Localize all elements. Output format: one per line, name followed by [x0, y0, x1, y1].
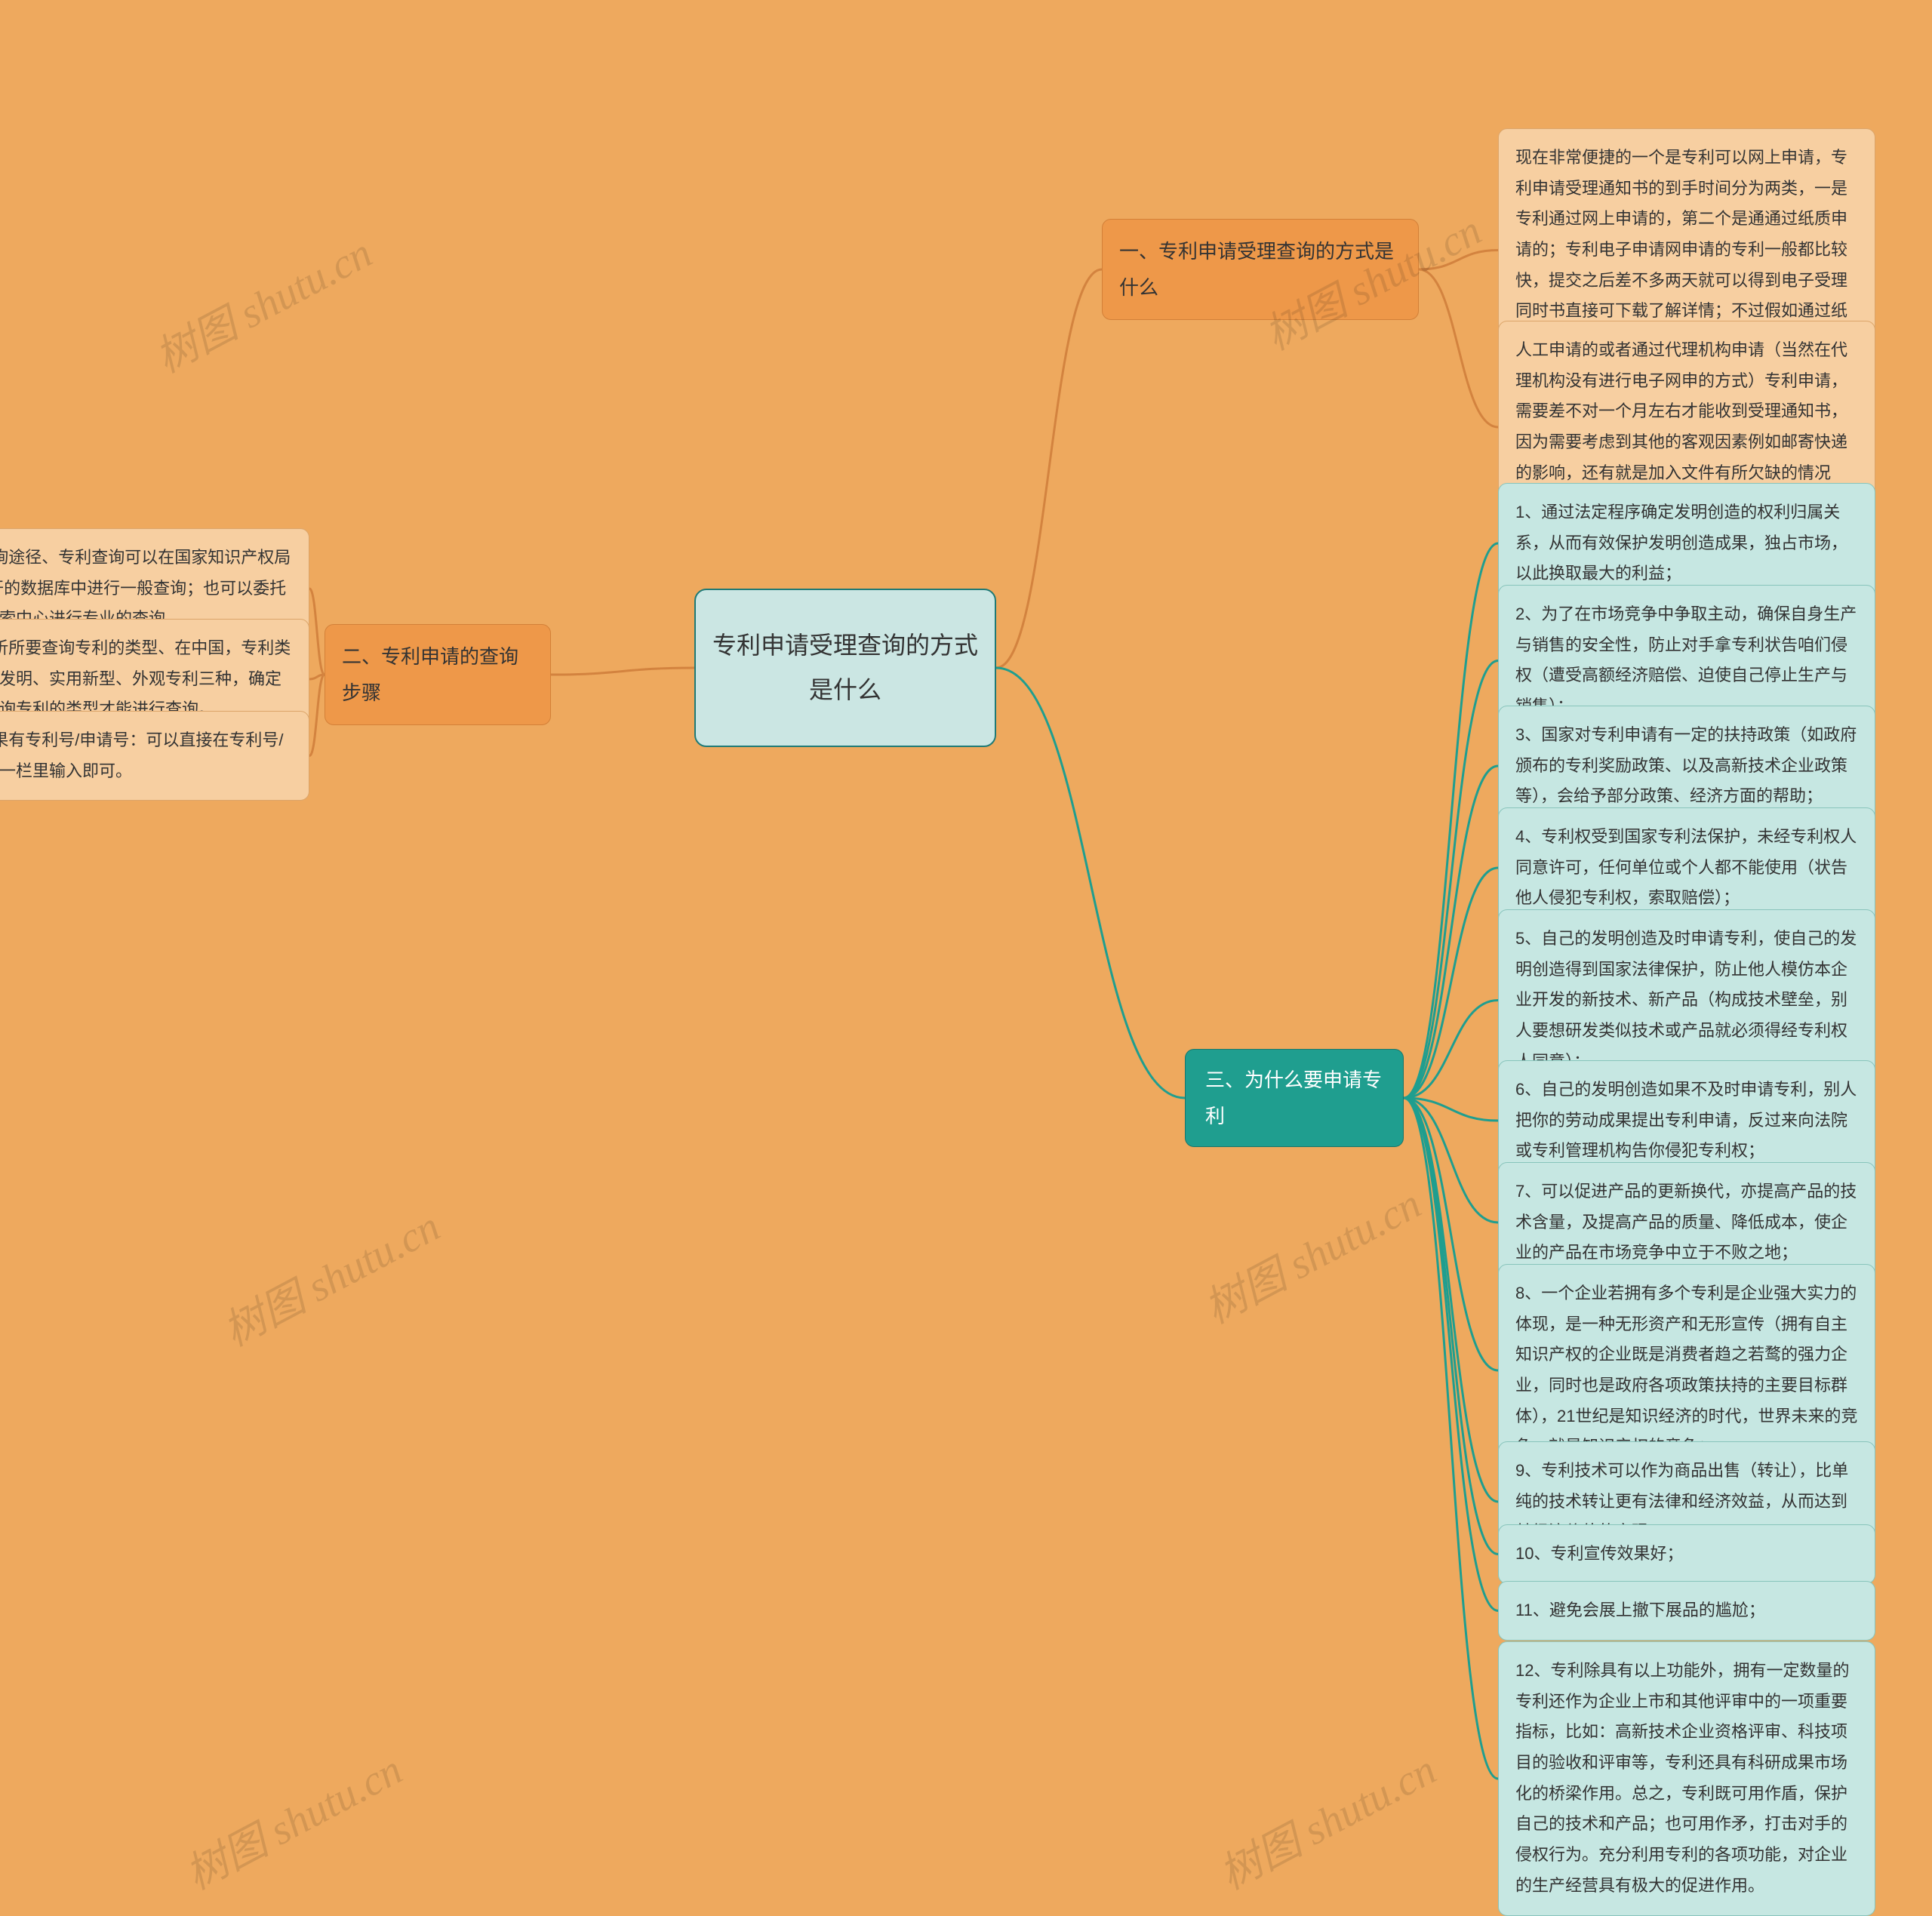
branch-label-b1: 一、专利申请受理查询的方式是什么 [1119, 240, 1394, 299]
leaf-text-b3-6: 7、可以促进产品的更新换代，亦提高产品的技术含量，及提高产品的质量、降低成本，使… [1515, 1182, 1857, 1262]
watermark: 树图 shutu.cn [211, 1193, 448, 1358]
branch-label-b2: 二、专利申请的查询步骤 [342, 645, 518, 704]
leaf-text-b2-0: 1、查询途径、专利查询可以在国家知识产权局网 公开的数据库中进行一般查询；也可以… [0, 548, 291, 628]
leaf-b3-9: 10、专利宣传效果好； [1498, 1524, 1875, 1584]
branch-b3: 三、为什么要申请专利 [1185, 1049, 1404, 1147]
root-line1: 专利申请受理查询的方式 [712, 632, 978, 659]
root-line2: 是什么 [809, 676, 881, 703]
branch-b2: 二、专利申请的查询步骤 [325, 624, 551, 725]
leaf-text-b3-3: 4、专利权受到国家专利法保护，未经专利权人同意许可，任何单位或个人都不能使用（状… [1515, 827, 1857, 907]
branch-b1: 一、专利申请受理查询的方式是什么 [1102, 219, 1419, 320]
leaf-b3-11: 12、专利除具有以上功能外，拥有一定数量的专利还作为企业上市和其他评审中的一项重… [1498, 1641, 1875, 1916]
watermark: 树图 shutu.cn [173, 1736, 411, 1902]
leaf-text-b3-7: 8、一个企业若拥有多个专利是企业强大实力的体现，是一种无形资产和无形宣传（拥有自… [1515, 1284, 1857, 1456]
branch-label-b3: 三、为什么要申请专利 [1205, 1069, 1382, 1127]
leaf-text-b3-10: 11、避免会展上撤下展品的尴尬； [1515, 1601, 1765, 1619]
leaf-text-b3-11: 12、专利除具有以上功能外，拥有一定数量的专利还作为企业上市和其他评审中的一项重… [1515, 1661, 1849, 1895]
leaf-text-b2-2: 3、如果有专利号/申请号：可以直接在专利号/申请号一栏里输入即可。 [0, 730, 283, 780]
root-node: 专利申请受理查询的方式是什么 [694, 589, 996, 747]
leaf-text-b3-1: 2、为了在市场竞争中争取主动，确保自身生产与销售的安全性，防止对手拿专利状告咱们… [1515, 604, 1857, 715]
leaf-b3-10: 11、避免会展上撤下展品的尴尬； [1498, 1581, 1875, 1641]
leaf-text-b2-1: 2、分析所要查询专利的类型、在中国，专利类型分为发明、实用新型、外观专利三种，确… [0, 638, 291, 718]
watermark: 树图 shutu.cn [143, 220, 380, 385]
watermark: 树图 shutu.cn [1192, 1170, 1429, 1336]
leaf-text-b3-9: 10、专利宣传效果好； [1515, 1544, 1683, 1563]
leaf-b2-2: 3、如果有专利号/申请号：可以直接在专利号/申请号一栏里输入即可。 [0, 711, 309, 801]
leaf-text-b3-5: 6、自己的发明创造如果不及时申请专利，别人把你的劳动成果提出专利申请，反过来向法… [1515, 1080, 1857, 1160]
leaf-text-b3-4: 5、自己的发明创造及时申请专利，使自己的发明创造得到国家法律保护，防止他人模仿本… [1515, 929, 1857, 1071]
leaf-text-b3-0: 1、通过法定程序确定发明创造的权利归属关系，从而有效保护发明创造成果，独占市场，… [1515, 503, 1847, 583]
leaf-text-b3-2: 3、国家对专利申请有一定的扶持政策（如政府颁布的专利奖励政策、以及高新技术企业政… [1515, 725, 1857, 805]
watermark: 树图 shutu.cn [1207, 1736, 1444, 1902]
